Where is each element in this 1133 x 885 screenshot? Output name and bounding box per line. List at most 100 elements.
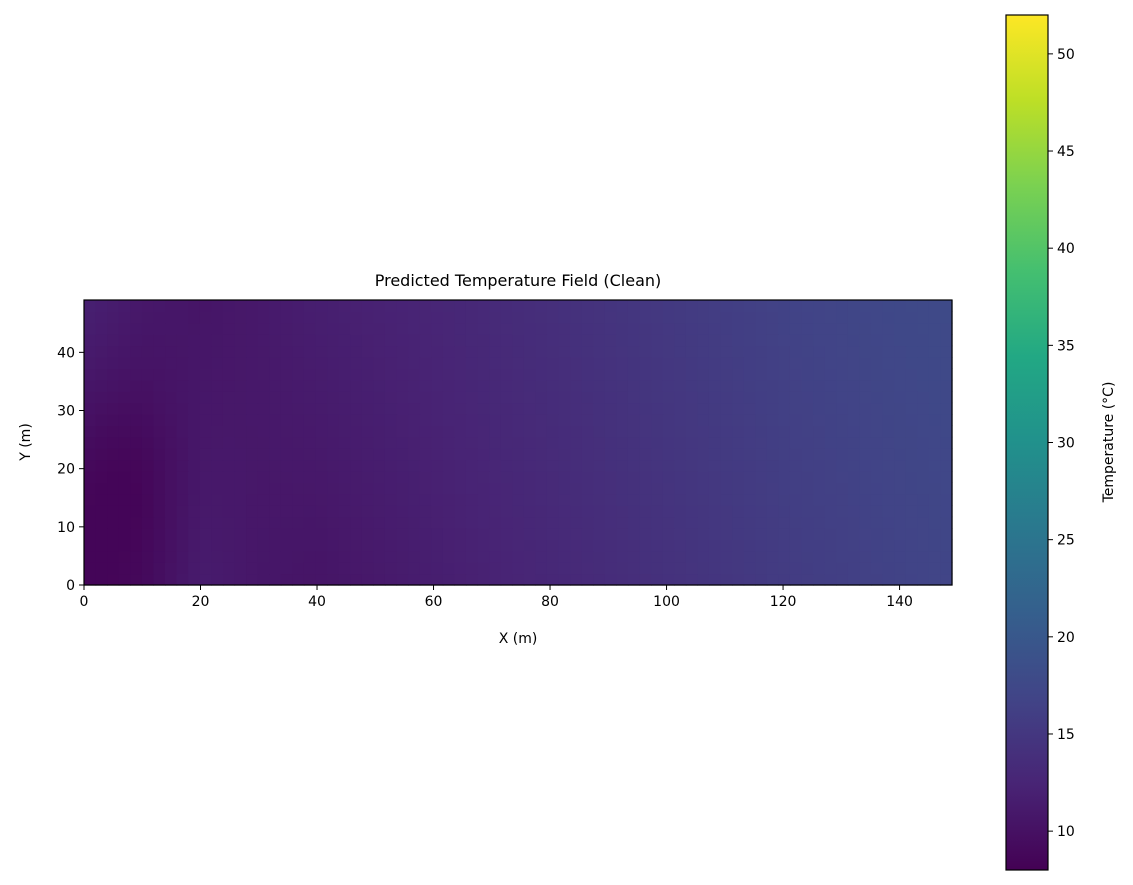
heatmap-cell [685,539,698,552]
heatmap-cell [327,425,340,438]
heatmap-cell [107,322,120,335]
heatmap-cell [870,573,884,586]
heatmap-cell [303,345,317,358]
heatmap-cell [222,311,236,324]
heatmap-cell [651,414,664,426]
heatmap-cell [778,436,791,449]
heatmap-cell [234,345,247,358]
heatmap-cell [755,562,768,575]
heatmap-cell [708,334,722,347]
heatmap-cell [558,311,571,324]
heatmap-cell [859,345,872,358]
heatmap-cell [327,505,340,518]
heatmap-cell [813,550,826,563]
heatmap-cell [431,528,444,540]
heatmap-cell [928,505,942,518]
heatmap-cell [917,528,930,540]
heatmap-cell [743,459,756,472]
heatmap-cell [778,322,791,335]
heatmap-cell [257,539,270,552]
heatmap-cell [697,516,710,529]
heatmap-cell [512,368,525,381]
heatmap-cell [373,368,386,381]
heatmap-cell [732,471,745,483]
heatmap-cell [384,322,398,335]
heatmap-cell [234,482,247,495]
heatmap-cell [361,334,374,347]
heatmap-cell [801,345,814,358]
heatmap-cell [651,562,664,575]
heatmap-cell [616,562,629,575]
heatmap-cell [257,379,270,392]
heatmap-cell [269,322,282,335]
heatmap-cell [708,357,722,369]
heatmap-cell [570,402,583,415]
heatmap-cell [118,459,131,472]
heatmap-cell [847,528,861,540]
heatmap-cell [315,550,328,563]
heatmap-cell [870,414,884,426]
heatmap-cell [465,459,479,472]
heatmap-cell [442,562,455,575]
heatmap-cell [836,345,849,358]
heatmap-cell [396,379,409,392]
heatmap-cell [824,391,837,404]
heatmap-cell [720,516,733,529]
heatmap-cell [546,459,560,472]
heatmap-cell [546,482,560,495]
heatmap-cell [523,334,536,347]
heatmap-cell [454,300,467,312]
heatmap-cell [84,414,97,426]
heatmap-cell [269,573,282,586]
heatmap-cell [651,436,664,449]
heatmap-cell [234,368,247,381]
heatmap-cell [627,573,641,586]
heatmap-cell [257,562,270,575]
heatmap-cell [766,414,779,426]
heatmap-cell [361,368,374,381]
heatmap-cell [465,357,479,369]
heatmap-cell [639,345,652,358]
heatmap-cell [917,436,930,449]
heatmap-cell [477,311,490,324]
heatmap-cell [535,505,548,518]
heatmap-cell [882,471,895,483]
heatmap-cell [141,493,155,506]
heatmap-cell [454,516,467,529]
heatmap-cell [894,379,907,392]
heatmap-cell [350,573,363,586]
heatmap-cell [361,414,374,426]
heatmap-cell [396,334,409,347]
heatmap-cell [836,368,849,381]
heatmap-cell [766,505,779,518]
heatmap-cell [801,368,814,381]
heatmap-cell [789,562,803,575]
heatmap-cell [361,322,374,335]
heatmap-cell [755,368,768,381]
heatmap-cell [327,357,340,369]
heatmap-cell [801,471,814,483]
heatmap-cell [697,425,710,438]
heatmap-cell [141,448,155,461]
heatmap-cell [778,493,791,506]
heatmap-cell [280,573,293,586]
heatmap-cell [708,505,722,518]
heatmap-cell [454,459,467,472]
heatmap-cell [176,334,189,347]
heatmap-cell [165,379,178,392]
heatmap-cell [847,573,861,586]
heatmap-cell [489,345,502,358]
heatmap-cell [894,516,907,529]
heatmap-cell [940,493,953,506]
heatmap-cell [199,550,212,563]
heatmap-cell [523,322,536,335]
heatmap-cell [593,357,606,369]
heatmap-cell [651,573,664,586]
heatmap-cell [593,311,606,324]
heatmap-cell [720,573,733,586]
heatmap-cell [303,379,317,392]
heatmap-cell [130,448,143,461]
heatmap-cell [870,471,884,483]
heatmap-cell [257,334,270,347]
